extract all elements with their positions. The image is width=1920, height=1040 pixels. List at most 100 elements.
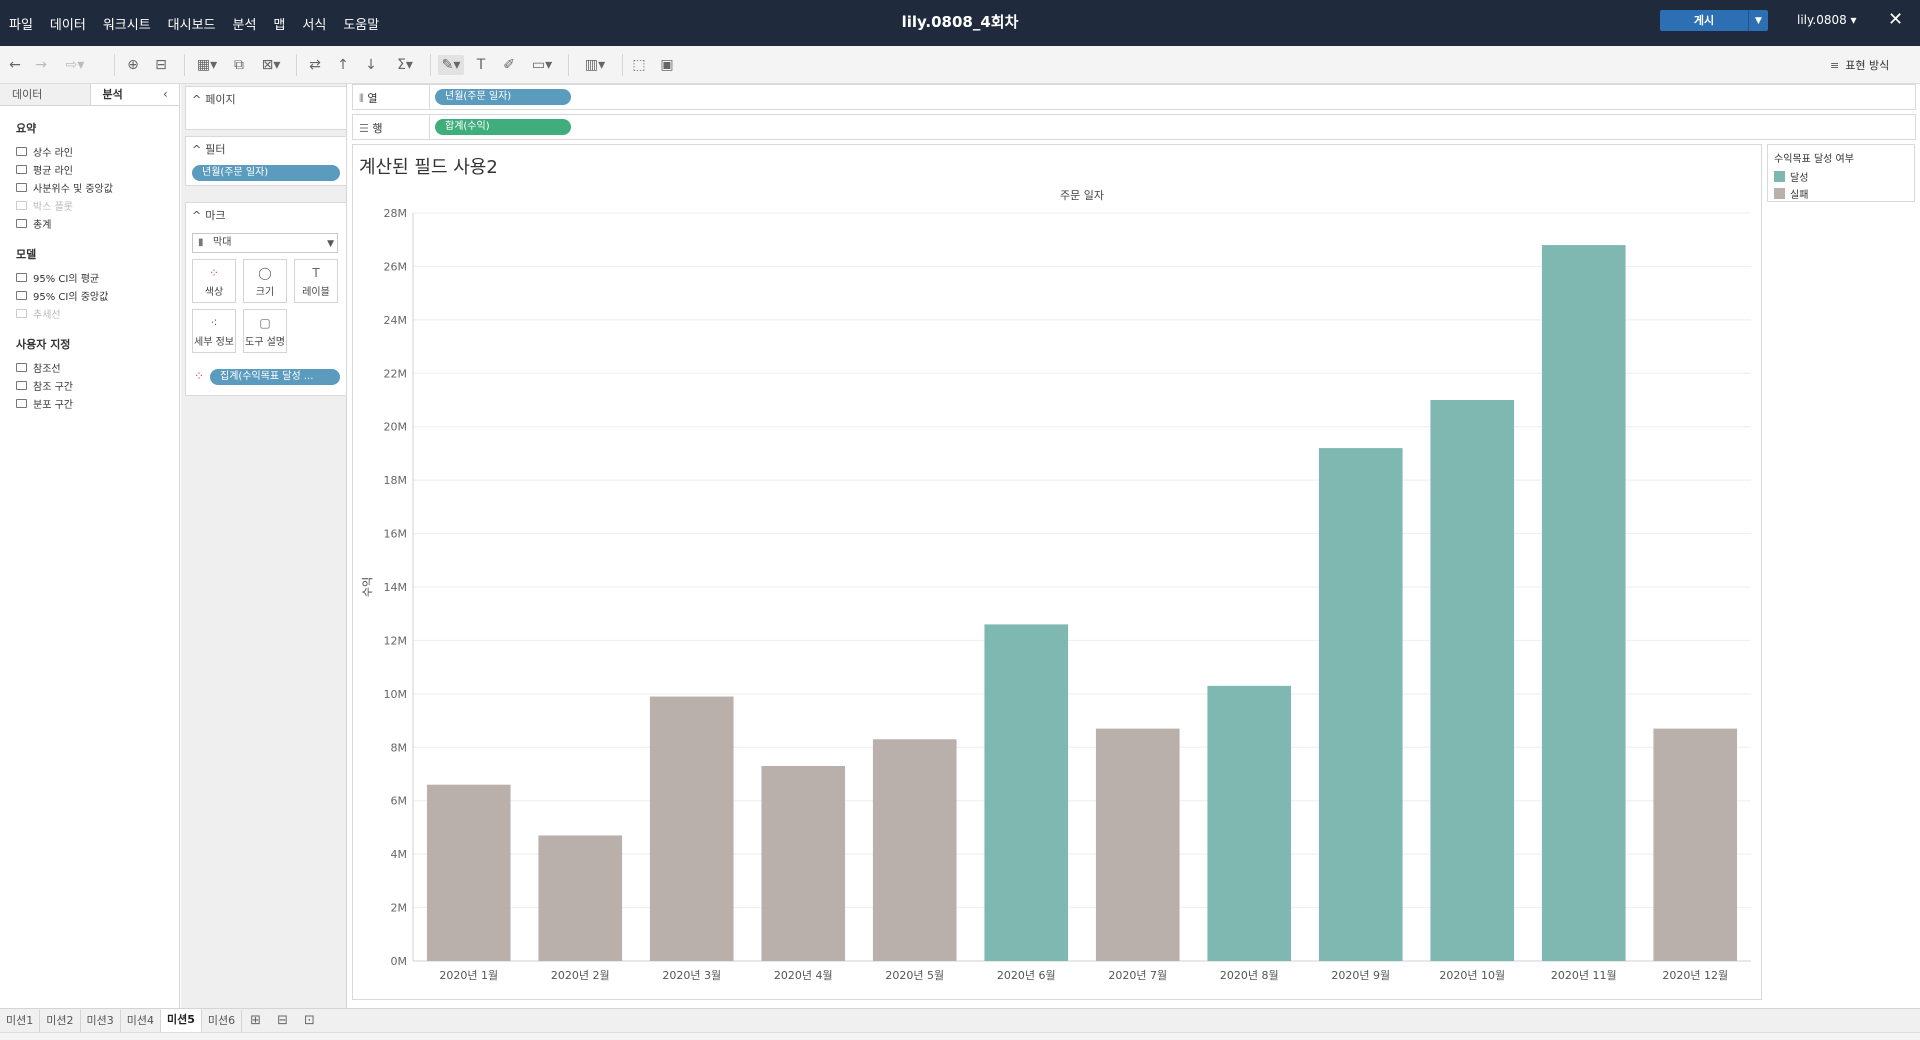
rows-pill[interactable]: 합계(수익) <box>435 119 571 135</box>
sheet-tab-active[interactable]: 미션5 <box>161 1008 202 1033</box>
x-tick-label: 2020년 5월 <box>885 969 944 982</box>
chevron-down-icon[interactable]: ▼ <box>327 239 334 249</box>
user-menu[interactable]: lily.0808 ▾ <box>1797 13 1857 27</box>
analytics-item[interactable]: 상수 라인 <box>16 142 179 160</box>
bar[interactable] <box>1318 448 1403 962</box>
show-me-button[interactable]: ≡ 표현 방식 <box>1830 57 1889 73</box>
bar[interactable] <box>1095 728 1180 961</box>
mark-type-select[interactable]: ▮ 막대 ▼ <box>192 233 338 253</box>
marks-card[interactable]: ^ 마크 ▮ 막대 ▼ ⁘ 색상 ◯ 크기 T 레이블 ⁖ 세부 정보 ▢ 도구 설명 ⁘ … <box>185 202 347 396</box>
menu-data[interactable]: 데이터 <box>49 17 86 33</box>
tab-data[interactable]: 데이터 <box>0 84 90 105</box>
bar[interactable] <box>426 784 511 961</box>
labels-icon[interactable]: T <box>476 57 486 73</box>
bar[interactable] <box>1653 728 1738 961</box>
analytics-item-label: 박스 플롯 <box>33 201 73 213</box>
replay-icon[interactable]: ⇨▾ <box>65 57 85 73</box>
analytics-item[interactable]: 참조 구간 <box>16 376 179 394</box>
duplicate-icon[interactable]: ⧉ <box>234 57 244 73</box>
publish-button[interactable]: 게시 ▼ <box>1660 10 1768 31</box>
mark-color-button[interactable]: ⁘ 색상 <box>192 259 236 303</box>
analytics-item[interactable]: 총계 <box>16 214 179 232</box>
mark-label-button[interactable]: T 레이블 <box>294 259 338 303</box>
rows-shelf[interactable]: ☰ 행 합계(수익) <box>352 114 1916 140</box>
bar[interactable] <box>872 739 957 961</box>
collapse-pane-icon[interactable]: ‹ <box>163 87 168 101</box>
tooltip-icon[interactable]: ⬚ <box>632 57 646 73</box>
bar[interactable] <box>538 835 623 961</box>
swap-icon[interactable]: ⇄ <box>309 57 321 73</box>
toolbar-divider <box>296 54 297 76</box>
bar-chart[interactable]: 0M 2M 4M 6M 8M 10M 12M 14M 16M 18M 20M 22M 24M 26M 28M… <box>353 145 1763 1001</box>
undo-icon[interactable]: ← <box>9 57 21 73</box>
analytics-item[interactable]: 참조선 <box>16 358 179 376</box>
color-legend[interactable]: 수익목표 달성 여부 달성 실패 <box>1767 144 1915 202</box>
new-data-source-icon[interactable]: ⊕ <box>127 57 139 73</box>
menu-format[interactable]: 서식 <box>302 17 327 33</box>
tab-analytics[interactable]: 분석 <box>89 84 179 105</box>
sheet-tab[interactable]: 미션6 <box>202 1009 243 1032</box>
analytics-item[interactable]: 분포 구간 <box>16 394 179 412</box>
totals-icon[interactable]: Σ▾ <box>397 57 413 73</box>
menu-analysis[interactable]: 분석 <box>232 17 257 33</box>
analytics-item-icon <box>16 164 27 174</box>
fit-icon[interactable]: ▭▾ <box>531 57 553 73</box>
sheet-tab[interactable]: 미션3 <box>81 1009 121 1032</box>
sort-ascending-icon[interactable]: ↑ <box>337 57 349 73</box>
bar[interactable] <box>1207 685 1292 961</box>
pause-updates-icon[interactable]: ⊟ <box>155 57 167 73</box>
filter-pill[interactable]: 년월(주문 일자) <box>192 165 340 181</box>
analytics-item[interactable]: 95% CI의 평균 <box>16 268 179 286</box>
bar[interactable] <box>761 765 846 961</box>
analytics-item[interactable]: 박스 플롯 <box>16 196 179 214</box>
collapse-icon[interactable]: ^ <box>192 92 202 106</box>
bar[interactable] <box>649 696 734 961</box>
mark-size-button[interactable]: ◯ 크기 <box>243 259 287 303</box>
redo-icon[interactable]: → <box>35 57 47 73</box>
bar[interactable] <box>984 624 1069 961</box>
sheet-tab[interactable]: 미션1 <box>0 1009 41 1032</box>
format-icon[interactable]: ✐ <box>503 57 515 73</box>
menu-file[interactable]: 파일 <box>9 17 33 33</box>
bar[interactable] <box>1541 245 1626 962</box>
presentation-icon[interactable]: ▣ <box>660 57 674 73</box>
legend-item-achieved[interactable]: 달성 <box>1774 168 1908 185</box>
menu-help[interactable]: 도움말 <box>343 17 380 33</box>
close-icon[interactable]: ✕ <box>1888 9 1904 30</box>
color-field-pill[interactable]: 집계(수익목표 달성 ... <box>210 369 340 385</box>
y-tick-label: 8M <box>391 741 408 754</box>
filters-card[interactable]: ^ 필터 년월(주문 일자) <box>185 136 347 186</box>
legend-item-failed[interactable]: 실패 <box>1774 185 1908 202</box>
menu-worksheet[interactable]: 워크시트 <box>102 17 151 33</box>
clear-sheet-icon[interactable]: ⊠▾ <box>261 57 281 73</box>
analytics-item[interactable]: 추세선 <box>16 304 179 322</box>
collapse-icon[interactable]: ^ <box>192 208 202 222</box>
new-worksheet-icon[interactable]: ⊞ <box>250 1013 262 1028</box>
analytics-item[interactable]: 평균 라인 <box>16 160 179 178</box>
columns-pill[interactable]: 년월(주문 일자) <box>435 89 571 105</box>
sheet-tab[interactable]: 미션4 <box>121 1009 161 1032</box>
highlight-icon[interactable]: ✎▾ <box>438 55 464 75</box>
shelf-divider <box>429 115 430 139</box>
new-story-icon[interactable]: ⊡ <box>303 1013 315 1028</box>
new-dashboard-icon[interactable]: ⊟ <box>277 1013 288 1028</box>
columns-shelf[interactable]: ⦀ 열 년월(주문 일자) <box>352 84 1916 110</box>
publish-label[interactable]: 게시 <box>1693 14 1715 27</box>
x-axis-title: 주문 일자 <box>1060 188 1104 202</box>
collapse-icon[interactable]: ^ <box>192 142 202 156</box>
y-tick-label: 4M <box>391 848 408 861</box>
worksheet-view[interactable]: 계산된 필드 사용2 0M 2M 4M 6M 8M 10M 12M 14M 16M 18M 20M 2… <box>352 144 1762 1000</box>
analytics-item[interactable]: 사분위수 및 중앙값 <box>16 178 179 196</box>
analytics-item[interactable]: 95% CI의 중앙값 <box>16 286 179 304</box>
sort-descending-icon[interactable]: ↓ <box>365 57 377 73</box>
mark-tooltip-button[interactable]: ▢ 도구 설명 <box>243 309 287 353</box>
bar[interactable] <box>1430 400 1515 961</box>
menu-map[interactable]: 맵 <box>273 17 286 33</box>
pages-card[interactable]: ^ 페이지 <box>185 86 347 130</box>
chevron-down-icon[interactable]: ▼ <box>1748 10 1768 31</box>
menu-dashboard[interactable]: 대시보드 <box>167 17 216 33</box>
show-me-chart-icon[interactable]: ▥▾ <box>584 57 606 73</box>
mark-detail-button[interactable]: ⁖ 세부 정보 <box>192 309 236 353</box>
sheet-tab[interactable]: 미션2 <box>40 1009 81 1032</box>
new-worksheet-icon[interactable]: ▦▾ <box>196 57 218 73</box>
